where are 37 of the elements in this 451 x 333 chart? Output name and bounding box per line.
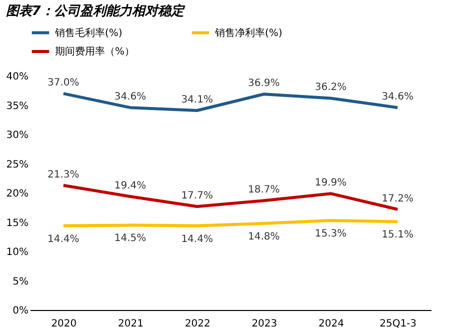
data-label: 34.1% — [181, 94, 213, 106]
y-tick-label: 35% — [6, 100, 28, 112]
y-tick-label: 5% — [12, 276, 28, 288]
data-label: 34.6% — [114, 92, 146, 103]
y-tick-label: 30% — [6, 130, 28, 141]
chart-title: 图表7：公司盈利能力相对稳定 — [6, 3, 186, 19]
data-label: 34.6% — [382, 92, 414, 103]
data-label: 15.3% — [314, 228, 347, 240]
y-tick-label: 20% — [6, 188, 28, 200]
y-tick-label: 40% — [6, 72, 28, 82]
data-label: 17.2% — [382, 193, 414, 204]
legend-label: 销售净利率(%) — [214, 26, 282, 39]
x-tick-label: 2022 — [184, 318, 210, 330]
y-tick-label: 25% — [6, 159, 28, 170]
data-label: 19.4% — [114, 180, 146, 192]
data-label: 37.0% — [48, 78, 80, 89]
data-label: 18.7% — [248, 184, 280, 196]
data-label: 17.7% — [181, 190, 213, 202]
data-label: 36.9% — [248, 78, 280, 90]
x-tick-label: 2023 — [252, 318, 278, 330]
data-label: 14.4% — [181, 234, 213, 245]
data-label: 15.1% — [382, 230, 414, 241]
data-label: 36.2% — [314, 82, 347, 94]
legend-label: 期间费用率（%） — [55, 46, 135, 58]
x-tick-label: 2024 — [318, 318, 344, 330]
x-tick-label: 2020 — [51, 318, 77, 330]
data-label: 21.3% — [48, 169, 80, 180]
data-label: 14.5% — [114, 233, 146, 244]
data-label: 14.4% — [48, 234, 80, 245]
y-tick-label: 0% — [12, 306, 28, 316]
data-label: 14.8% — [248, 231, 280, 242]
y-tick-label: 15% — [6, 218, 28, 229]
x-tick-label: 2021 — [118, 318, 144, 330]
legend-label: 销售毛利率(%) — [54, 26, 122, 39]
y-tick-label: 10% — [6, 247, 28, 258]
x-tick-label: 25Q1-3 — [380, 318, 417, 330]
data-label: 19.9% — [314, 178, 347, 189]
